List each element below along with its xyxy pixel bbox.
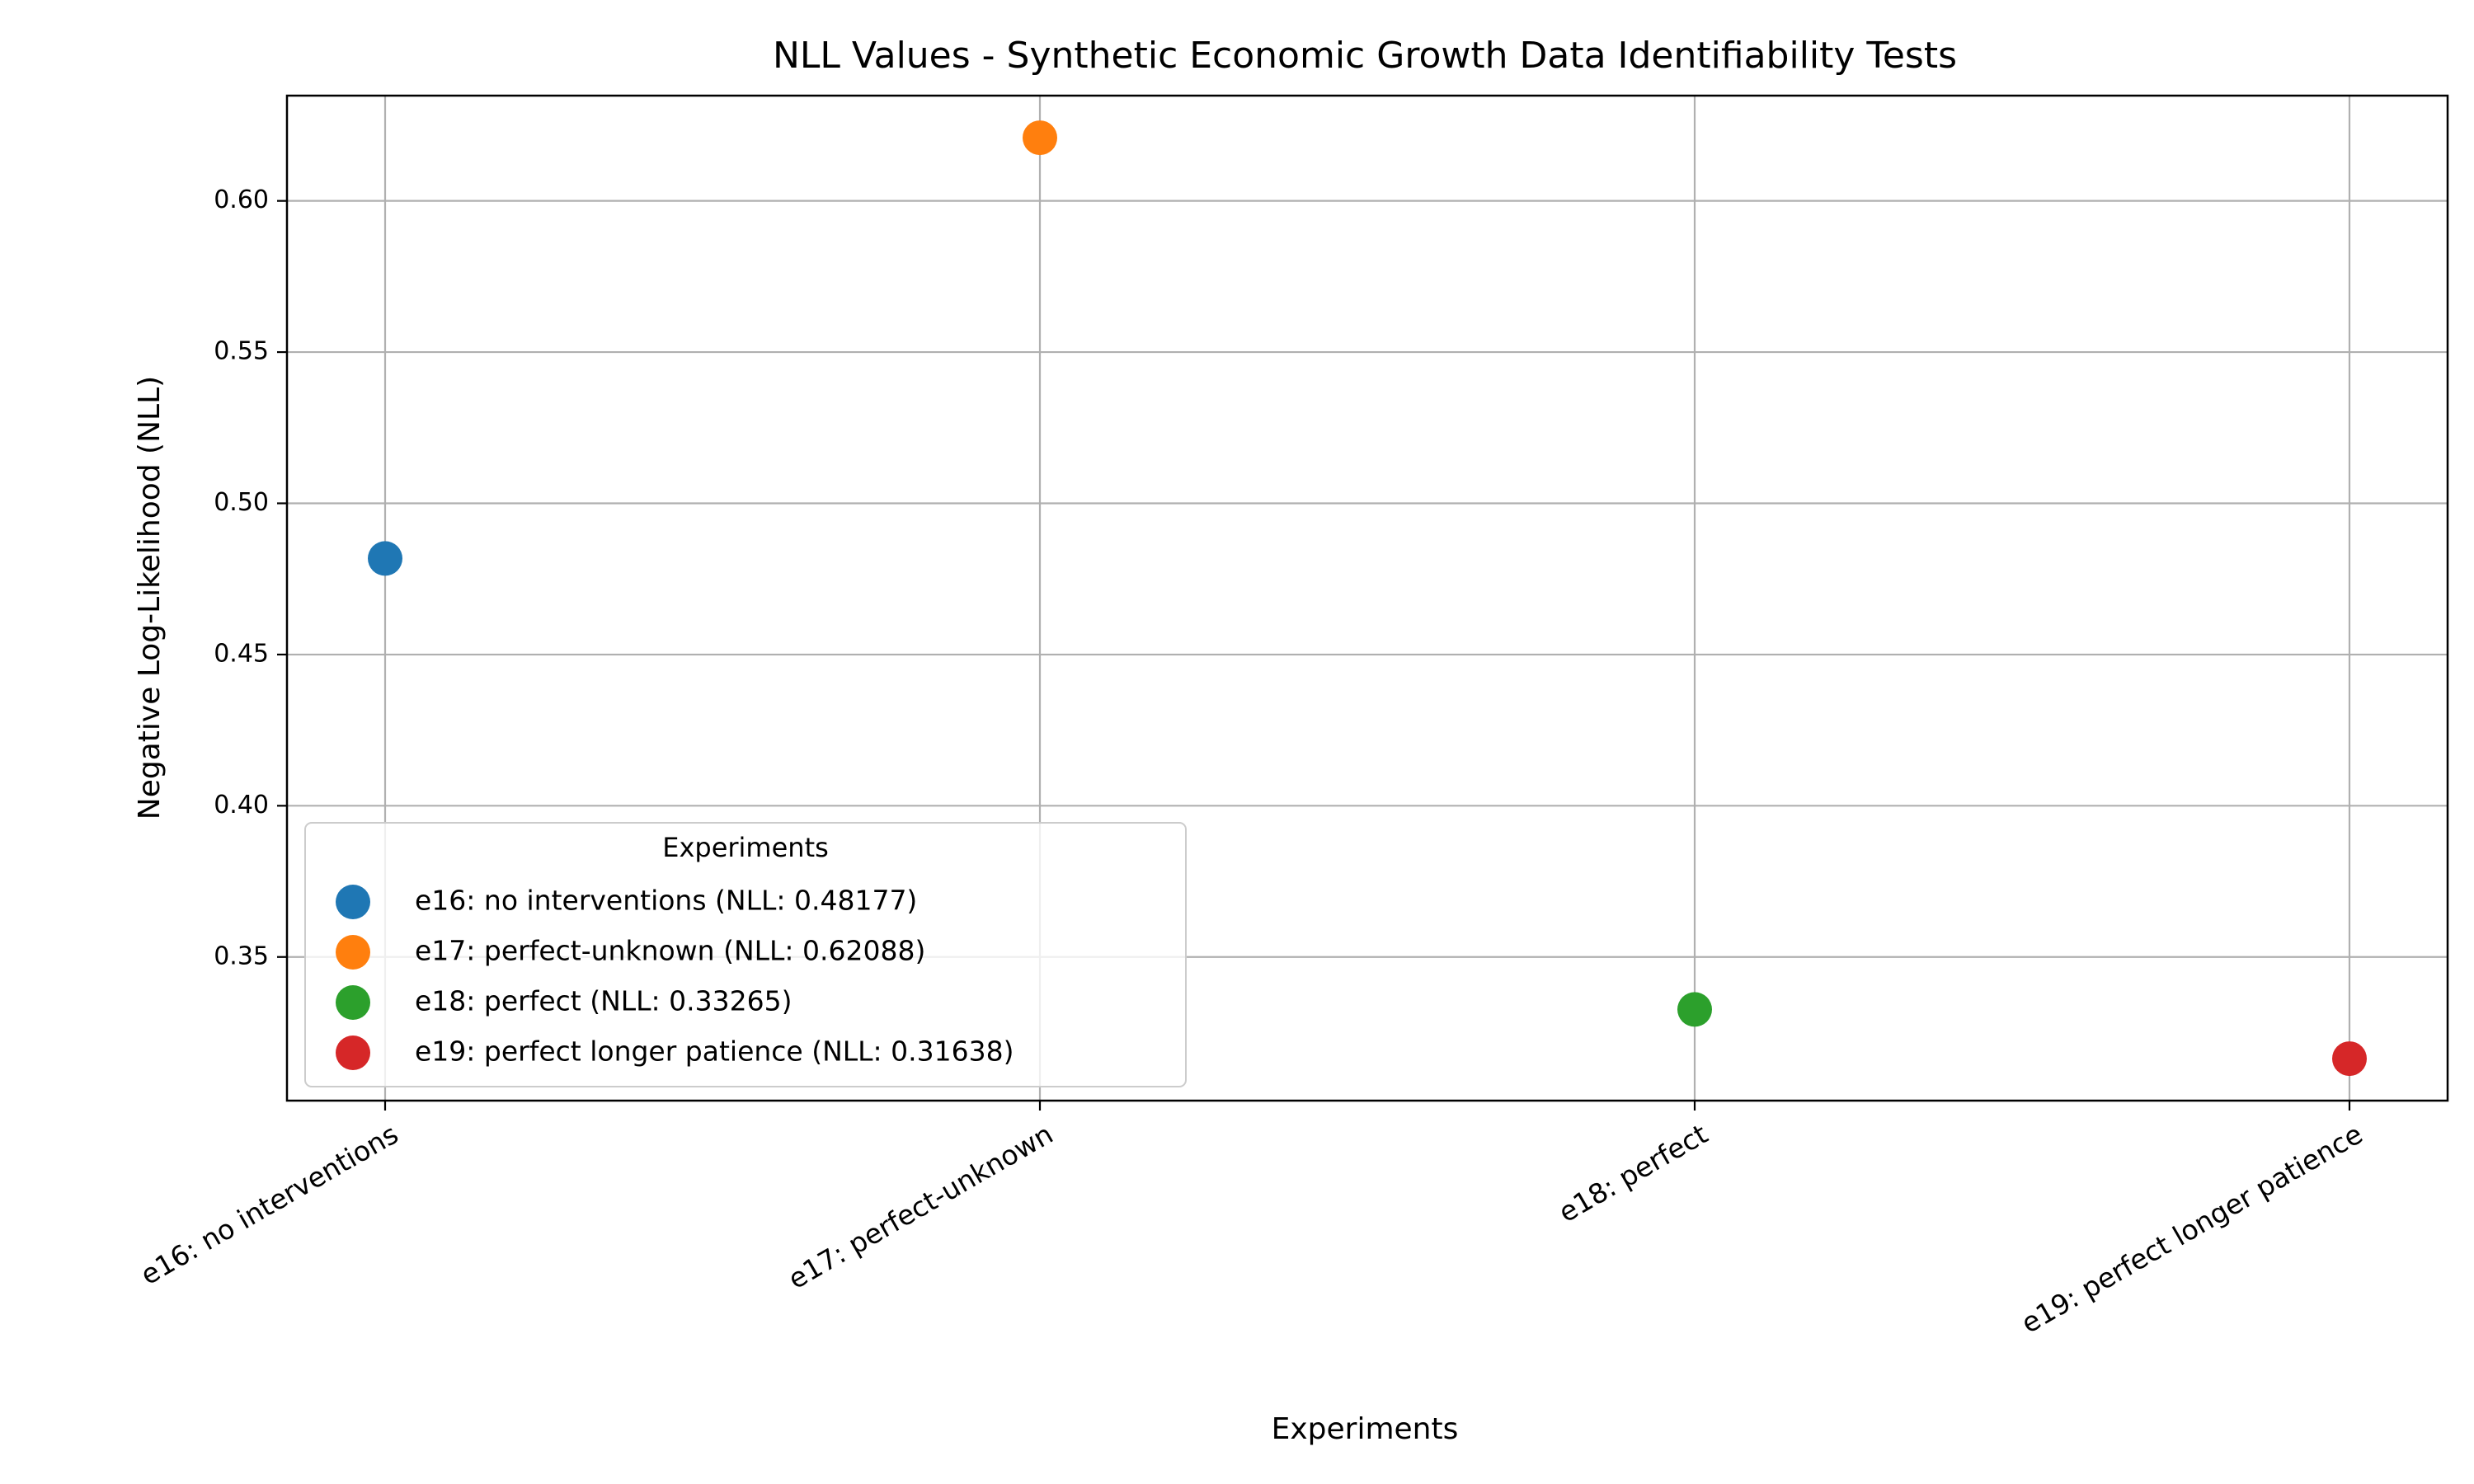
legend-label: e18: perfect (NLL: 0.33265) [415,985,793,1017]
legend-label: e16: no interventions (NLL: 0.48177) [415,885,917,917]
legend-label: e17: perfect-unknown (NLL: 0.62088) [415,935,925,967]
y-tick-label: 0.35 [214,942,269,970]
y-tick-label: 0.45 [214,639,269,668]
legend: Experiments e16: no interventions (NLL: … [304,822,1187,1087]
legend-marker [336,935,370,970]
data-point [1023,120,1057,156]
legend-items: e16: no interventions (NLL: 0.48177) e17:… [336,885,1014,1070]
chart-title: NLL Values - Synthetic Economic Growth D… [773,35,1957,77]
data-points [368,120,2367,1077]
y-tick-label: 0.55 [214,337,269,366]
legend-label: e19: perfect longer patience (NLL: 0.316… [415,1036,1014,1068]
y-tick-label: 0.50 [214,488,269,517]
y-tick-label: 0.60 [214,186,269,214]
legend-title: Experiments [662,832,829,863]
axes-frame [285,94,2449,1102]
y-axis-label: Negative Log-Likelihood (NLL) [133,376,167,819]
data-point [368,541,402,576]
grid [287,96,2448,1101]
data-point [1677,992,1712,1027]
legend-marker [336,985,370,1020]
legend-marker [336,885,370,919]
data-point [2332,1041,2367,1077]
legend-box [304,822,1187,1087]
legend-marker [336,1036,370,1070]
x-axis-label: Experiments [1272,1412,1459,1446]
y-tick-label: 0.40 [214,791,269,819]
